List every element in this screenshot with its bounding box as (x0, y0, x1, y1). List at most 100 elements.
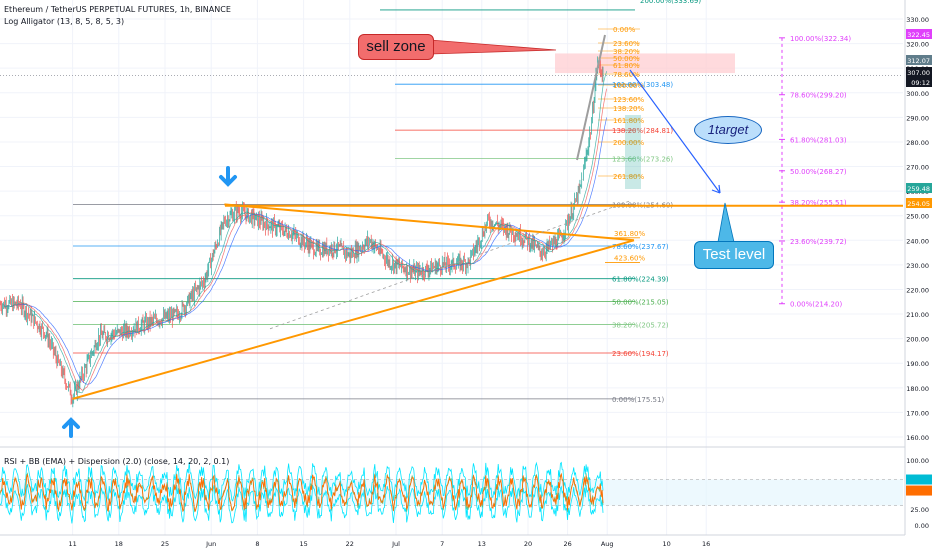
fib-right-label: 100.00%(322.34) (790, 35, 851, 43)
triangle-lower-line[interactable] (72, 239, 635, 400)
drawings (0, 34, 903, 438)
time-tick: 11 (68, 540, 76, 548)
price-tick: 240.00 (906, 237, 929, 245)
price-badge (906, 77, 932, 87)
price-tick: 220.00 (906, 286, 929, 294)
time-tick: 25 (161, 540, 169, 548)
fib-small-label: 161.80% (613, 117, 644, 125)
price-badge (906, 55, 932, 65)
fib-top-label: 200.00%(333.69) (640, 0, 701, 5)
alligator-line (3, 71, 607, 394)
price-axis: 330.00320.00310.00300.00290.00280.00270.… (904, 0, 932, 550)
price-tick: 270.00 (906, 164, 929, 172)
alligator-line (3, 117, 607, 385)
time-tick: 26 (563, 540, 571, 548)
channel-line (576, 34, 606, 161)
price-badge (906, 198, 932, 208)
down-arrow-icon (219, 166, 237, 187)
fib-small-label: 200.00% (613, 139, 644, 147)
fib-level-label: 50.00%(215.05) (612, 299, 669, 307)
rsi-bb-upper (0, 461, 604, 502)
target-box (625, 115, 641, 189)
price-tick: 280.00 (906, 139, 929, 147)
fib-small-label: 78.60% (613, 71, 640, 79)
rsi-bb-lower (0, 484, 604, 524)
fib-small-label: 138.20% (613, 105, 644, 113)
fib-level-label: 138.20%(284.81) (612, 127, 673, 135)
fib-level-label: 0.00%(175.51) (612, 396, 664, 404)
fib-small-label: 123.60% (613, 96, 644, 104)
projection-arrowhead (711, 184, 721, 194)
fib-small-label: 0.00% (613, 26, 636, 34)
fib-right-label: 61.80%(281.03) (790, 136, 847, 144)
price-axis-bg (905, 0, 932, 550)
time-tick: Aug (601, 540, 614, 548)
time-tick: 18 (115, 540, 123, 548)
target-callout[interactable]: 1target (694, 116, 762, 144)
price-tick: 250.00 (906, 213, 929, 221)
price-badge-text: 254.05 (907, 200, 930, 208)
fib-ext-label: 423.60% (614, 254, 645, 262)
price-tick: 210.00 (906, 311, 929, 319)
target-label: 1target (707, 122, 749, 137)
price-tick: 160.00 (906, 434, 929, 442)
price-tick: 230.00 (906, 262, 929, 270)
fib-right-label: 78.60%(299.20) (790, 92, 847, 100)
rsi-tick: 100.00 (906, 457, 929, 465)
price-badge (906, 67, 932, 77)
price-badge (906, 29, 932, 39)
price-tick: 200.00 (906, 336, 929, 344)
price-badge-text: 09:12 (911, 79, 930, 87)
fib-small-label: 38.20% (613, 48, 640, 56)
fib-small-label: 261.80% (613, 173, 644, 181)
time-tick: Jun (205, 540, 216, 548)
time-tick: Jul (391, 540, 400, 548)
sell-zone-callout[interactable]: sell zone (358, 34, 434, 60)
fib-level-label: 38.20%(205.72) (612, 322, 669, 330)
sell-zone-rect (555, 53, 735, 74)
rsi-badge (906, 474, 932, 485)
price-badge-text: 312.07 (907, 57, 930, 65)
rsi-legend: RSI + BB (EMA) + Dispersion (2.0) (close… (4, 457, 230, 466)
price-tick: 180.00 (906, 385, 929, 393)
fib-level-label: 23.60%(194.17) (612, 350, 669, 358)
fib-small-label: 100.00% (613, 82, 644, 90)
candles-series (0, 56, 607, 408)
fib-level-label: 78.60%(237.67) (612, 243, 669, 251)
projection-arrow (629, 69, 721, 194)
fib-small-label: 23.60% (613, 40, 640, 48)
up-arrow-icon (62, 417, 80, 438)
price-tick: 330.00 (906, 16, 929, 24)
rsi-tick: 0.00 (915, 522, 929, 530)
rsi-pane (0, 461, 903, 524)
test-level-callout[interactable]: Test level (694, 241, 774, 269)
triangle-upper-line[interactable] (224, 203, 635, 242)
fib-level-label: 161.80%(303.48) (612, 81, 673, 89)
indicator-legend: Log Alligator (13, 8, 5, 8, 5, 3) (4, 17, 125, 26)
fib-small-label: 50.00% (613, 55, 640, 63)
rsi-tick: 25.00 (910, 506, 929, 514)
fib-right-label: 0.00%(214.20) (790, 301, 842, 309)
rsi-badge (906, 485, 932, 496)
rsi-line (0, 472, 604, 513)
time-tick: 10 (662, 540, 670, 548)
price-badge-text: 322.45 (907, 31, 930, 39)
price-tick: 190.00 (906, 360, 929, 368)
chart-title: Ethereum / TetherUS PERPETUAL FUTURES, 1… (4, 5, 231, 14)
price-tick: 300.00 (906, 90, 929, 98)
fib-levels: 100.00%(254.60)78.60%(237.67)61.80%(224.… (73, 0, 851, 404)
price-badge-text: 259.48 (907, 185, 930, 193)
dashed-trendline (269, 200, 631, 330)
price-badge (906, 183, 932, 193)
test-level-label: Test level (702, 246, 766, 263)
time-tick: 22 (346, 540, 354, 548)
fib-right-label: 50.00%(268.27) (790, 168, 847, 176)
time-tick: 16 (702, 540, 710, 548)
fib-level-label: 123.60%(273.26) (612, 156, 673, 164)
price-tick: 320.00 (906, 41, 929, 49)
fib-level-label: 61.80%(224.39) (612, 276, 669, 284)
price-tick: 170.00 (906, 409, 929, 417)
time-tick: 8 (255, 540, 259, 548)
fib-right-label: 38.20%(255.51) (790, 199, 847, 207)
